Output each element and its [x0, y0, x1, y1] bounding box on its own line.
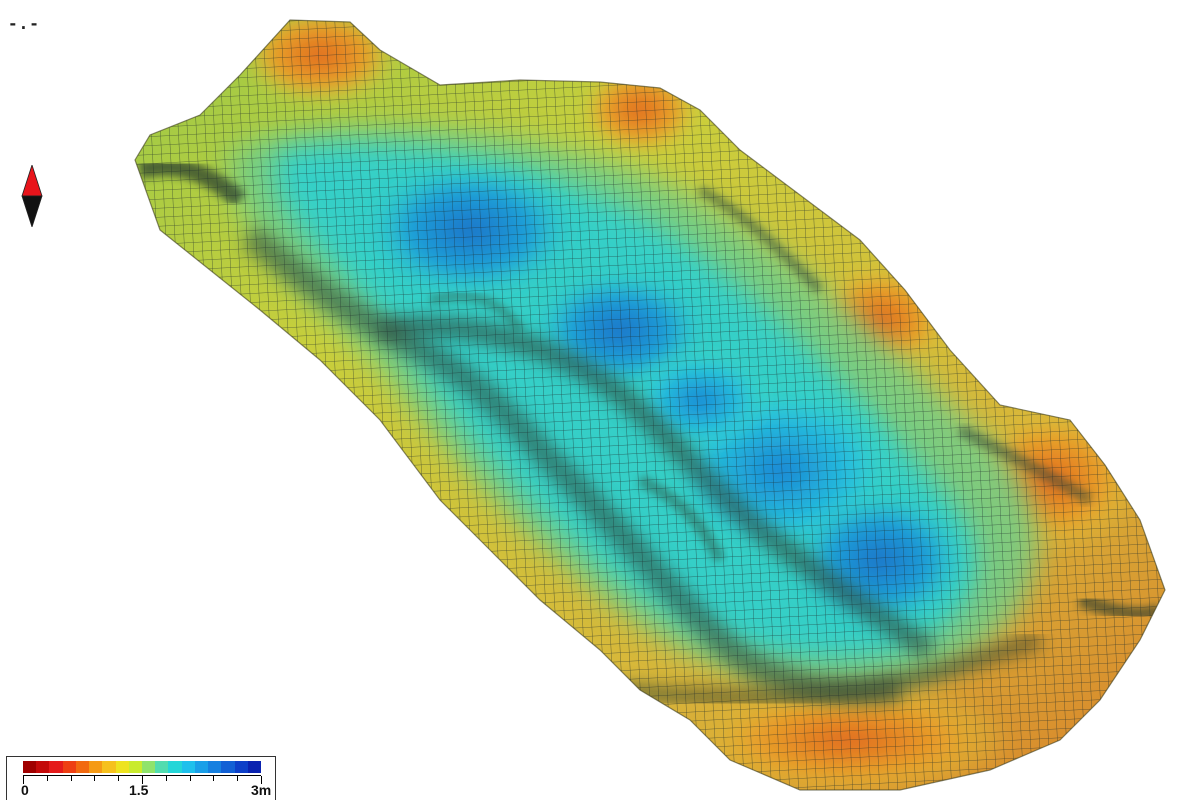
color-scale-tick [261, 776, 262, 784]
color-scale-swatch [128, 761, 142, 773]
color-scale-swatch [23, 761, 37, 773]
color-scale-axis [23, 775, 262, 786]
color-scale-swatch [208, 761, 222, 773]
color-scale-swatch [181, 761, 195, 773]
color-scale-swatch [155, 761, 169, 773]
legend-tick-label-mid: 1.5 [129, 782, 149, 798]
color-scale-tick [237, 776, 238, 781]
compass-north-arrow [21, 165, 43, 197]
color-scale-tick [190, 776, 191, 781]
color-scale-legend: 0 1.5 3m [6, 756, 276, 800]
color-scale-bar [23, 761, 261, 773]
legend-tick-label-min: 0 [21, 782, 29, 798]
view-orientation-label: -.- [8, 14, 40, 33]
legend-tick-label-max: 3m [251, 782, 272, 798]
compass-south-arrow [21, 195, 43, 227]
color-scale-swatch [102, 761, 116, 773]
color-scale-swatch [36, 761, 50, 773]
color-scale-swatch [115, 761, 129, 773]
color-scale-swatch [168, 761, 182, 773]
color-scale-swatch [247, 761, 261, 773]
color-scale-swatch [194, 761, 209, 773]
color-scale-tick [47, 776, 48, 781]
color-scale-swatch [62, 761, 76, 773]
color-scale-tick [23, 776, 24, 784]
color-scale-tick [142, 776, 143, 784]
color-scale-swatch [234, 761, 248, 773]
color-scale-swatch [221, 761, 235, 773]
color-scale-tick [71, 776, 72, 781]
color-scale-tick [94, 776, 95, 781]
color-scale-swatch [141, 761, 156, 773]
compass-icon[interactable] [20, 165, 44, 227]
color-scale-swatch [75, 761, 90, 773]
color-scale-tick [166, 776, 167, 781]
color-scale-tick [118, 776, 119, 781]
color-scale-swatch [89, 761, 103, 773]
color-scale-swatch [49, 761, 63, 773]
color-scale-tick [213, 776, 214, 781]
